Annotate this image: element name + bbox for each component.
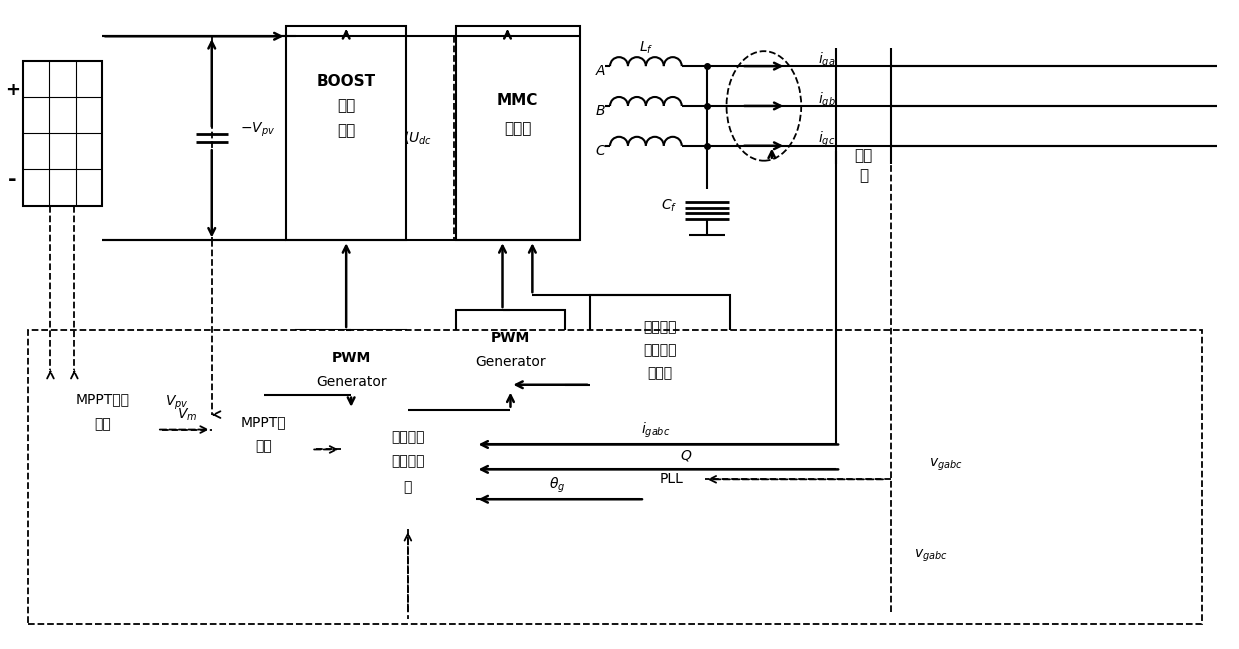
- Text: $V_{pv}$: $V_{pv}$: [165, 393, 188, 412]
- Text: 模块: 模块: [94, 417, 110, 432]
- Text: PWM: PWM: [332, 351, 370, 365]
- Text: 斩波: 斩波: [337, 99, 356, 114]
- Text: $V_m$: $V_m$: [177, 406, 197, 422]
- Bar: [27, 330, 1203, 624]
- Text: $i_{gc}$: $i_{gc}$: [818, 130, 835, 149]
- Bar: [590, 295, 730, 405]
- Text: $i_{gabc}$: $i_{gabc}$: [641, 421, 670, 440]
- Bar: [286, 26, 406, 240]
- Text: 点: 点: [859, 168, 869, 183]
- Text: $\langle U_{dc}$: $\langle U_{dc}$: [403, 130, 432, 147]
- Text: $Q$: $Q$: [679, 448, 691, 463]
- Text: $i_{gb}$: $i_{gb}$: [818, 90, 836, 110]
- Text: $-V_{pv}$: $-V_{pv}$: [239, 121, 275, 140]
- Text: -: -: [9, 169, 17, 190]
- Text: 块: 块: [404, 480, 413, 495]
- Bar: [341, 410, 476, 529]
- Text: MPPT控: MPPT控: [240, 415, 286, 430]
- Text: $\theta_g$: $\theta_g$: [549, 476, 565, 495]
- Text: BOOST: BOOST: [317, 73, 375, 88]
- Text: $C$: $C$: [595, 143, 607, 158]
- Text: 子模块电: 子模块电: [643, 320, 676, 334]
- Text: 制模块: 制模块: [647, 366, 673, 380]
- Text: $i_{ga}$: $i_{ga}$: [818, 51, 835, 70]
- Text: 制器: 制器: [255, 439, 271, 454]
- Text: 逆变器: 逆变器: [504, 121, 532, 136]
- Text: 越控制模: 越控制模: [392, 454, 425, 469]
- Text: PWM: PWM: [491, 331, 530, 345]
- Text: $L_f$: $L_f$: [638, 40, 653, 56]
- Bar: [296, 330, 406, 410]
- Text: 低电压穿: 低电压穿: [392, 430, 425, 445]
- Text: $v_{gabc}$: $v_{gabc}$: [929, 456, 963, 472]
- Bar: [212, 395, 316, 474]
- Text: $C_f$: $C_f$: [660, 197, 676, 214]
- Text: $v_{gabc}$: $v_{gabc}$: [914, 548, 948, 564]
- Text: 并网: 并网: [855, 148, 872, 164]
- Text: 容电压控: 容电压控: [643, 343, 676, 357]
- Text: PLL: PLL: [660, 472, 684, 486]
- Text: MPPT跟踪: MPPT跟踪: [76, 393, 129, 407]
- Text: Generator: Generator: [316, 374, 387, 389]
- Text: MMC: MMC: [497, 93, 538, 108]
- Text: $B$: $B$: [595, 104, 606, 118]
- Text: +: +: [5, 81, 20, 99]
- Text: 电路: 电路: [337, 123, 356, 138]
- Bar: [22, 61, 103, 206]
- Bar: [639, 459, 705, 499]
- Bar: [456, 310, 565, 389]
- Text: $A$: $A$: [595, 64, 606, 78]
- Bar: [456, 26, 580, 240]
- Bar: [42, 370, 162, 450]
- Text: Generator: Generator: [475, 355, 546, 369]
